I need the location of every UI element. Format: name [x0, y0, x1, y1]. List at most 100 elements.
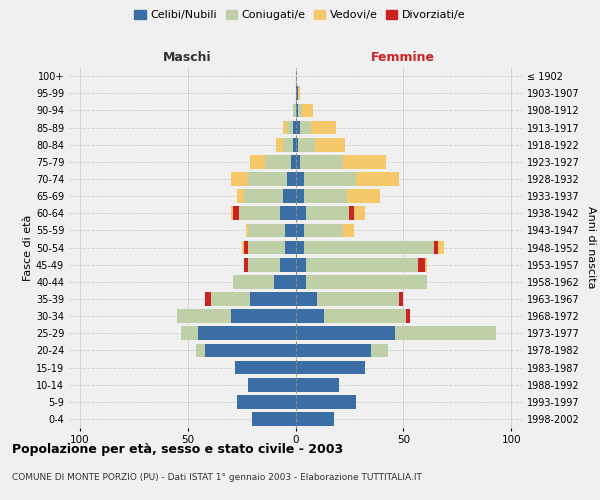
- Bar: [248, 258, 280, 272]
- Text: Femmine: Femmine: [371, 51, 436, 64]
- Y-axis label: Anni di nascita: Anni di nascita: [586, 206, 596, 289]
- Bar: [425, 258, 427, 272]
- Bar: [293, 138, 296, 151]
- Bar: [349, 206, 354, 220]
- Bar: [298, 104, 302, 117]
- Bar: [239, 206, 280, 220]
- Bar: [296, 344, 371, 357]
- Bar: [244, 240, 248, 254]
- Bar: [248, 240, 285, 254]
- Bar: [296, 360, 365, 374]
- Bar: [434, 240, 438, 254]
- Bar: [274, 275, 296, 288]
- Bar: [233, 275, 274, 288]
- Text: Maschi: Maschi: [163, 51, 212, 64]
- Text: Popolazione per età, sesso e stato civile - 2003: Popolazione per età, sesso e stato civil…: [12, 442, 343, 456]
- Bar: [296, 138, 298, 151]
- Bar: [248, 224, 285, 237]
- Bar: [304, 172, 356, 186]
- Bar: [237, 189, 244, 203]
- Bar: [406, 309, 410, 323]
- Bar: [298, 138, 315, 151]
- Bar: [296, 86, 298, 100]
- Bar: [315, 138, 345, 151]
- Bar: [231, 206, 233, 220]
- Bar: [296, 189, 304, 203]
- Bar: [300, 155, 343, 168]
- Bar: [237, 395, 296, 408]
- Bar: [418, 258, 425, 272]
- Bar: [296, 240, 304, 254]
- Bar: [265, 155, 291, 168]
- Bar: [399, 292, 403, 306]
- Bar: [235, 360, 296, 374]
- Bar: [296, 326, 395, 340]
- Bar: [242, 240, 244, 254]
- Bar: [296, 104, 298, 117]
- Bar: [211, 292, 250, 306]
- Bar: [287, 172, 296, 186]
- Bar: [347, 189, 380, 203]
- Bar: [306, 258, 418, 272]
- Bar: [343, 155, 386, 168]
- Bar: [248, 172, 287, 186]
- Legend: Celibi/Nubili, Coniugati/e, Vedovi/e, Divorziati/e: Celibi/Nubili, Coniugati/e, Vedovi/e, Di…: [130, 6, 470, 25]
- Bar: [248, 378, 296, 392]
- Bar: [296, 258, 306, 272]
- Bar: [317, 292, 399, 306]
- Bar: [296, 224, 304, 237]
- Bar: [343, 224, 354, 237]
- Bar: [306, 275, 427, 288]
- Bar: [244, 258, 248, 272]
- Text: COMUNE DI MONTE PORZIO (PU) - Dati ISTAT 1° gennaio 2003 - Elaborazione TUTTITAL: COMUNE DI MONTE PORZIO (PU) - Dati ISTAT…: [12, 472, 422, 482]
- Bar: [306, 206, 349, 220]
- Bar: [302, 104, 313, 117]
- Bar: [300, 120, 311, 134]
- Bar: [438, 240, 445, 254]
- Bar: [356, 172, 399, 186]
- Bar: [311, 120, 337, 134]
- Bar: [296, 155, 300, 168]
- Bar: [296, 395, 356, 408]
- Bar: [287, 120, 293, 134]
- Bar: [283, 189, 296, 203]
- Bar: [276, 138, 283, 151]
- Bar: [181, 326, 199, 340]
- Bar: [304, 240, 434, 254]
- Bar: [291, 155, 296, 168]
- Bar: [296, 275, 306, 288]
- Bar: [199, 326, 296, 340]
- Bar: [296, 120, 300, 134]
- Bar: [354, 206, 365, 220]
- Bar: [196, 344, 205, 357]
- Bar: [296, 292, 317, 306]
- Bar: [250, 292, 296, 306]
- Bar: [371, 344, 388, 357]
- Bar: [296, 206, 306, 220]
- Bar: [285, 224, 296, 237]
- Bar: [304, 224, 343, 237]
- Bar: [250, 155, 265, 168]
- Bar: [205, 344, 296, 357]
- Bar: [283, 138, 293, 151]
- Bar: [244, 189, 283, 203]
- Bar: [304, 189, 347, 203]
- Bar: [296, 412, 334, 426]
- Bar: [285, 240, 296, 254]
- Bar: [298, 86, 300, 100]
- Bar: [293, 120, 296, 134]
- Bar: [395, 326, 496, 340]
- Bar: [323, 309, 406, 323]
- Bar: [296, 309, 323, 323]
- Bar: [296, 378, 338, 392]
- Bar: [231, 172, 248, 186]
- Bar: [205, 292, 211, 306]
- Bar: [283, 120, 287, 134]
- Y-axis label: Fasce di età: Fasce di età: [23, 214, 33, 280]
- Bar: [280, 206, 296, 220]
- Bar: [246, 224, 248, 237]
- Bar: [177, 309, 231, 323]
- Bar: [231, 309, 296, 323]
- Bar: [233, 206, 239, 220]
- Bar: [280, 258, 296, 272]
